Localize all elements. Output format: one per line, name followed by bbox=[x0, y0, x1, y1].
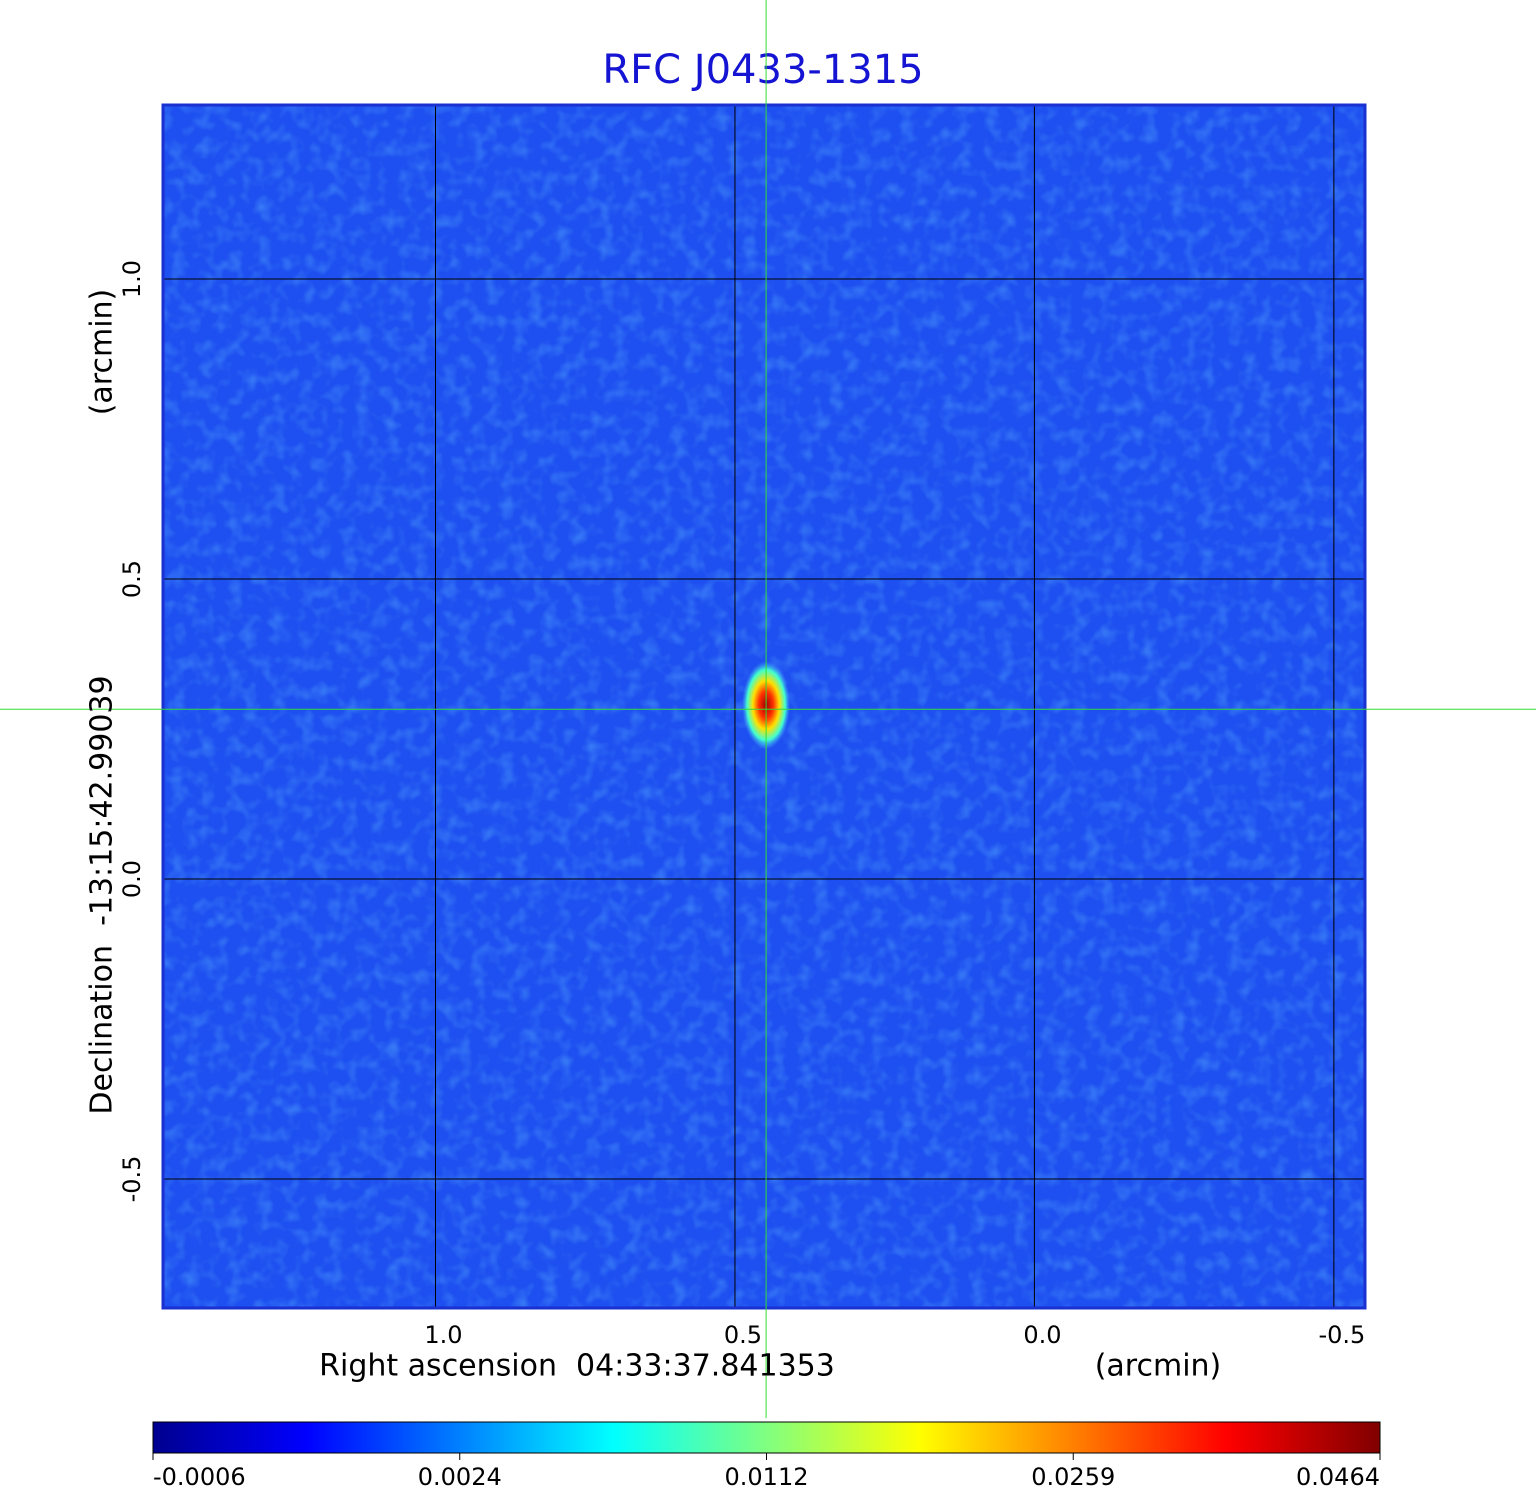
colorbar-tick-label: -0.0006 bbox=[153, 1463, 246, 1491]
colorbar bbox=[152, 1421, 1381, 1454]
y-tick-label: -0.5 bbox=[118, 1156, 146, 1203]
y-axis-unit: (arcmin) bbox=[85, 289, 120, 416]
y-tick-label: 0.0 bbox=[118, 860, 146, 898]
colorbar-tick-label: 0.0024 bbox=[418, 1463, 502, 1491]
y-axis-label: Declination -13:15:42.99039 bbox=[85, 675, 120, 1114]
x-axis-unit: (arcmin) bbox=[1095, 1349, 1222, 1384]
colorbar-tick-label: 0.0259 bbox=[1031, 1463, 1115, 1491]
x-tick-label: 0.5 bbox=[724, 1321, 762, 1349]
colorbar-tick-label: 0.0112 bbox=[725, 1463, 809, 1491]
plot-frame bbox=[161, 103, 1367, 1310]
x-tick-label: 0.0 bbox=[1023, 1321, 1061, 1349]
x-tick-label: 1.0 bbox=[424, 1321, 462, 1349]
y-tick-label: 0.5 bbox=[118, 560, 146, 598]
y-tick-label: 1.0 bbox=[118, 260, 146, 298]
chart-title: RFC J0433-1315 bbox=[602, 47, 923, 93]
x-tick-label: -0.5 bbox=[1318, 1321, 1365, 1349]
x-axis-label: Right ascension 04:33:37.841353 bbox=[319, 1349, 835, 1384]
colorbar-tick-label: 0.0464 bbox=[1296, 1463, 1380, 1491]
